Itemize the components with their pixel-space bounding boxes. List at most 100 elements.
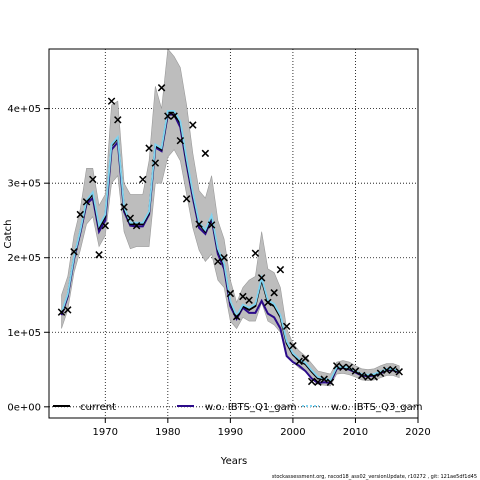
observation-stroke-b [326,378,335,386]
observation-point-1993 [245,296,253,304]
observation-stroke-b [376,369,385,378]
plot-frame [48,48,419,419]
legend-q3-label: w.o. IBTS_Q3_gam [331,402,422,413]
observation-stroke-b [70,248,78,256]
observation-stroke-b [157,84,166,92]
observation-stroke-b [176,136,185,145]
legend: current w.o. IBTS_Q1_gam w.o. IBTS_Q3_ga… [53,402,422,413]
observation-stroke-b [95,251,103,259]
observation-stroke-b [351,367,360,375]
observation-point-1988 [214,257,222,266]
observation-point-1995 [257,274,266,282]
observation-point-1966 [76,210,85,219]
observation-stroke-b [182,195,191,203]
observation-point-2002 [301,354,310,363]
observation-point-1999 [282,322,291,331]
observation-stroke-b [114,116,122,124]
observation-point-1965 [70,248,78,256]
observation-stroke-b [145,144,153,152]
observation-stroke-b [264,298,272,307]
observation-point-2017 [395,368,403,376]
observation-stroke-b [370,373,378,381]
observation-point-2003 [307,377,316,386]
observation-stroke-b [382,366,391,375]
observation-point-2012 [364,373,372,381]
observation-stroke-b [251,249,260,257]
observation-point-1977 [145,144,153,152]
observation-stroke-b [332,362,341,370]
observation-stroke-b [232,312,241,321]
observation-stroke-b [214,257,222,266]
x-tick-label-2: 1990 [218,427,243,438]
plot-area [49,48,419,418]
observation-stroke-b [307,377,316,386]
observation-point-1973 [120,203,128,211]
observation-stroke-b [282,322,291,331]
observation-stroke-b [301,354,310,363]
observation-stroke-b [314,378,322,386]
observation-point-2010 [351,367,360,375]
observation-point-1978 [151,159,160,167]
observation-stroke-b [395,368,403,376]
observation-point-1984 [189,121,197,129]
observation-stroke-b [239,292,247,301]
observation-point-1987 [207,221,216,229]
observation-point-2013 [370,373,378,381]
observation-stroke-b [101,221,110,230]
observation-point-1991 [232,312,241,321]
observation-point-1989 [220,253,228,262]
observation-stroke-b [226,289,235,298]
observation-stroke-b [357,371,366,380]
observation-point-2006 [326,378,335,386]
axes: 1970 1980 1990 2000 2010 2020 0e+00 1e+05 2e+05 3… [7,48,431,438]
observation-point-1983 [182,195,191,203]
observation-point-1974 [126,214,135,222]
x-tick-label-5: 2020 [405,427,430,438]
legend-current-label: current [80,402,116,413]
observation-stroke-b [276,265,285,274]
observation-point-1994 [251,249,260,257]
y-tick-label-2: 2e+05 [7,253,41,264]
observation-stroke-b [389,365,397,374]
observation-stroke-b [120,203,128,211]
x-axis-title: Years [220,456,247,467]
observation-stroke-b [164,112,172,120]
observation-stroke-b [207,221,216,229]
observation-point-2011 [357,371,366,380]
observation-point-2016 [389,365,397,374]
x-tick-label-3: 2000 [280,427,305,438]
observation-point-1970 [101,221,110,230]
observation-stroke-b [245,296,253,304]
observation-point-1997 [270,289,278,297]
y-tick-label-0: 0e+00 [7,402,41,413]
observation-point-2004 [314,378,322,386]
caption: stockassessment.org, nscod18_ass02_versi… [272,474,477,480]
y-tick-label-4: 4e+05 [7,104,41,115]
observation-point-1985 [195,220,203,228]
observation-point-1967 [82,198,91,206]
observation-point-1992 [239,292,247,301]
observation-point-1980 [164,112,172,120]
observation-stroke-b [320,375,328,383]
observation-point-1979 [157,84,166,92]
observation-stroke-b [345,363,353,372]
observation-stroke-b [220,253,228,262]
observation-stroke-b [170,112,178,120]
observation-stroke-b [89,175,97,184]
observation-point-1982 [176,136,185,145]
observation-point-1971 [107,97,116,105]
y-tick-label-3: 3e+05 [7,179,41,190]
observation-point-2005 [320,375,328,383]
observation-point-1963 [57,308,66,316]
y-axis-title: Catch [3,220,14,249]
observation-point-1986 [201,149,210,158]
observation-stroke-b [295,357,303,366]
observation-point-1998 [276,265,285,274]
observation-point-1969 [95,251,103,259]
observation-stroke-b [139,175,147,184]
observation-point-2009 [345,363,353,372]
observation-point-2007 [332,362,341,370]
observation-stroke-b [82,198,91,206]
observation-stroke-b [270,289,278,297]
